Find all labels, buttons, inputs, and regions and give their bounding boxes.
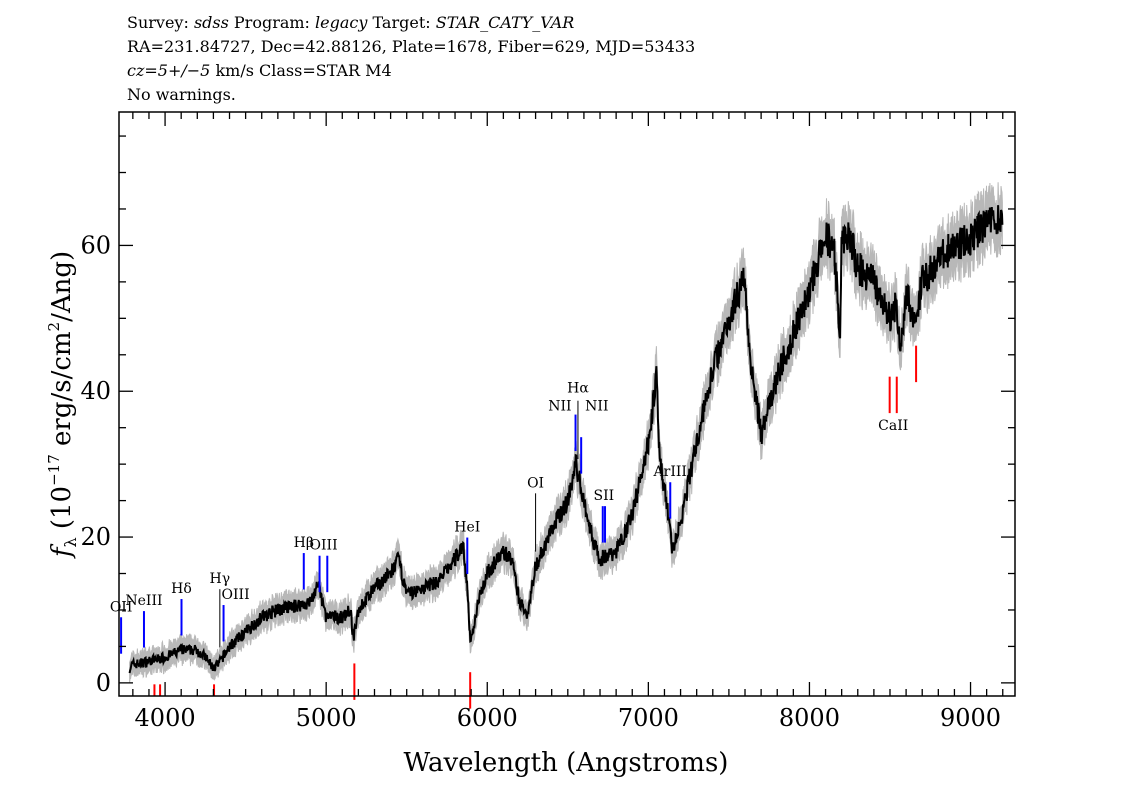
axis-ticks: 4000 5000 6000 7000 8000 9000 0 20 40 60 xyxy=(80,112,1015,732)
redshift-value: cz=5+/−5 xyxy=(127,61,211,80)
line-label: SII xyxy=(594,488,615,504)
error-band-area xyxy=(129,182,1003,683)
error-band xyxy=(129,182,1003,683)
line-label: NII xyxy=(548,399,571,415)
x-axis-label: Wavelength (Angstroms) xyxy=(404,748,729,778)
line-label: HeI xyxy=(454,520,480,536)
class-text: km/s Class=STAR M4 xyxy=(210,61,392,80)
y-tick-label: 40 xyxy=(80,377,111,405)
survey-value: sdss xyxy=(193,13,229,32)
spectrum-series xyxy=(128,205,1004,674)
plot-frame xyxy=(118,111,1016,697)
x-tick-label: 5000 xyxy=(296,704,357,732)
x-tick-label: 6000 xyxy=(457,704,518,732)
line-label: Hγ xyxy=(210,571,231,587)
x-tick-label: 8000 xyxy=(779,704,840,732)
survey-label: Survey: xyxy=(127,13,194,32)
program-label: Program: xyxy=(228,13,316,32)
line-label: NeIII xyxy=(125,593,162,609)
target-label: Target: xyxy=(367,13,436,32)
x-tick-label: 9000 xyxy=(940,704,1001,732)
line-label: OIII xyxy=(222,587,250,603)
line-label: OIII xyxy=(310,538,338,554)
target-value: STAR_CATY_VAR xyxy=(435,13,575,32)
line-label: Hα xyxy=(567,381,589,397)
y-tick-label: 60 xyxy=(80,231,111,259)
y-axis-label: fλ (10−17 erg/s/cm2/Ang) xyxy=(45,251,80,559)
header-line-3: cz=5+/−5 km/s Class=STAR M4 xyxy=(127,61,392,81)
line-label: OII xyxy=(110,599,133,615)
header-line-2: RA=231.84727, Dec=42.88126, Plate=1678, … xyxy=(127,37,696,56)
line-label: OI xyxy=(527,475,544,491)
line-label: CaII xyxy=(878,418,908,434)
line-label: Hβ xyxy=(294,535,314,551)
line-label: NII xyxy=(585,399,608,415)
y-tick-label: 20 xyxy=(80,523,111,551)
spectrum-line xyxy=(128,205,1004,674)
y-tick-label: 0 xyxy=(96,669,111,697)
header-line-1: Survey: sdss Program: legacy Target: STA… xyxy=(127,13,574,33)
line-label: Hδ xyxy=(171,581,192,597)
x-tick-label: 7000 xyxy=(618,704,679,732)
line-label: ArIII xyxy=(653,464,687,480)
program-value: legacy xyxy=(315,13,368,32)
header-line-4: No warnings. xyxy=(127,85,236,104)
x-tick-label: 4000 xyxy=(135,704,196,732)
line-markers: OIINeIIIHδHγOIIIHβOIIIHeIOINIIHαNIISIIAr… xyxy=(110,345,918,709)
